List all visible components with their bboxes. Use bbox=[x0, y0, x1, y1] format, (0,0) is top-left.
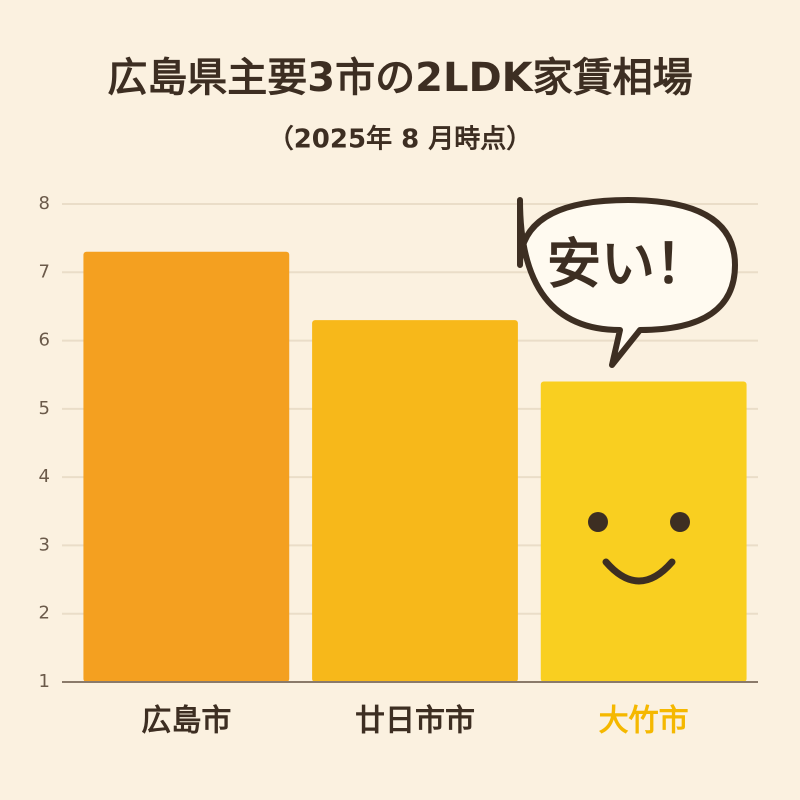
bar bbox=[312, 320, 518, 682]
y-tick-label: 8 bbox=[39, 193, 50, 214]
eye bbox=[588, 512, 608, 532]
smile bbox=[602, 558, 676, 585]
y-tick-label: 1 bbox=[39, 671, 50, 692]
bar bbox=[83, 251, 290, 683]
y-tick-label: 3 bbox=[39, 534, 50, 555]
annotation: 安い！ bbox=[547, 233, 709, 296]
chart-title: 広島県主要3市の2LDK家賃相場 bbox=[107, 55, 692, 101]
x-tick-label: 大竹市 bbox=[599, 704, 689, 739]
y-tick-label: 4 bbox=[39, 466, 50, 487]
y-tick-label: 2 bbox=[39, 603, 50, 624]
bubble-shape bbox=[517, 197, 738, 368]
smiley-face bbox=[588, 512, 690, 585]
y-tick-label: 7 bbox=[39, 261, 50, 282]
plot-area: 1 2 3 4 5 6 7 8 広島市 廿日市市 大竹市 bbox=[39, 193, 758, 739]
x-tick-label: 廿日市市 bbox=[355, 704, 475, 739]
speech-bubble: 安い！ bbox=[517, 197, 738, 368]
eye bbox=[670, 512, 690, 532]
x-tick-label: 広島市 bbox=[141, 704, 231, 739]
y-tick-label: 6 bbox=[39, 330, 50, 351]
y-tick-label: 5 bbox=[39, 398, 50, 419]
bar bbox=[540, 381, 747, 682]
chart-subtitle: （2025年 8 月時点） bbox=[268, 124, 533, 155]
